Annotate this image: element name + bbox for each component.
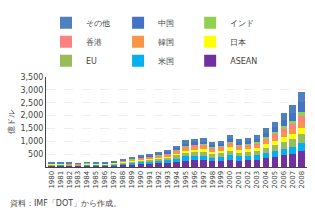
svg-text:日本: 日本 <box>230 38 246 47</box>
svg-text:2,500: 2,500 <box>20 99 43 108</box>
svg-text:1997: 1997 <box>200 171 208 189</box>
svg-text:2001: 2001 <box>235 171 243 189</box>
svg-text:1995: 1995 <box>182 171 190 189</box>
svg-text:香港: 香港 <box>86 38 102 47</box>
svg-text:1992: 1992 <box>155 171 163 189</box>
svg-text:1987: 1987 <box>110 171 118 189</box>
svg-text:1986: 1986 <box>101 170 109 188</box>
svg-text:1989: 1989 <box>128 171 136 189</box>
svg-text:1983: 1983 <box>74 171 82 189</box>
svg-text:2005: 2005 <box>271 171 279 189</box>
svg-text:3,500: 3,500 <box>20 73 43 82</box>
svg-text:1980: 1980 <box>48 171 56 189</box>
svg-text:1994: 1994 <box>173 170 181 188</box>
svg-text:ASEAN: ASEAN <box>230 57 257 66</box>
svg-text:1988: 1988 <box>119 171 127 189</box>
svg-text:1990: 1990 <box>137 171 145 189</box>
svg-text:1998: 1998 <box>209 171 217 189</box>
svg-text:2000: 2000 <box>226 171 234 189</box>
svg-text:その他: その他 <box>86 19 110 28</box>
svg-text:2008: 2008 <box>298 171 306 189</box>
svg-text:2003: 2003 <box>253 171 261 189</box>
svg-text:1985: 1985 <box>92 171 100 189</box>
svg-text:2004: 2004 <box>262 170 270 188</box>
svg-text:1984: 1984 <box>83 170 91 188</box>
svg-text:インド: インド <box>230 19 254 28</box>
svg-text:1996: 1996 <box>191 170 199 188</box>
svg-text:2007: 2007 <box>289 171 297 189</box>
svg-text:2,000: 2,000 <box>20 111 43 120</box>
svg-text:中国: 中国 <box>158 19 174 28</box>
svg-text:資料：IMF「DOT」から作成。: 資料：IMF「DOT」から作成。 <box>10 199 121 208</box>
svg-text:億ドル: 億ドル <box>7 110 16 134</box>
svg-text:1993: 1993 <box>164 171 172 189</box>
svg-text:1,500: 1,500 <box>20 124 43 133</box>
svg-text:500: 500 <box>28 150 43 159</box>
svg-text:韓国: 韓国 <box>158 38 174 47</box>
svg-text:米国: 米国 <box>158 57 174 66</box>
svg-text:1991: 1991 <box>146 171 154 189</box>
svg-text:2006: 2006 <box>280 170 288 188</box>
svg-text:3,000: 3,000 <box>20 86 43 95</box>
svg-text:1982: 1982 <box>66 171 74 189</box>
svg-text:1981: 1981 <box>57 171 65 189</box>
svg-text:1,000: 1,000 <box>20 137 43 146</box>
svg-text:2002: 2002 <box>244 171 252 189</box>
svg-text:1999: 1999 <box>217 171 225 189</box>
svg-text:EU: EU <box>86 57 97 66</box>
